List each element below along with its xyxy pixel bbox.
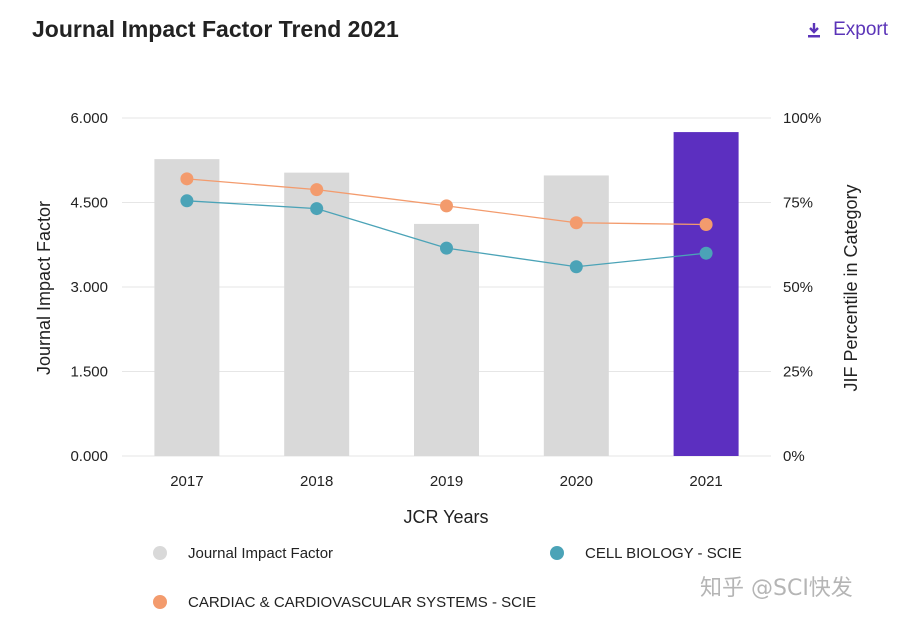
right-axis-ticks: 0% 25% 50% 75% 100% [783,110,821,465]
series-point[interactable] [440,199,453,213]
x-tick-label: 2021 [689,473,722,490]
left-tick-label: 1.500 [70,364,108,381]
right-tick-label: 50% [783,279,813,296]
right-axis-title: JIF Percentile in Category [841,184,861,391]
right-tick-label: 100% [783,110,821,127]
right-tick-label: 75% [783,195,813,212]
left-tick-label: 3.000 [70,279,108,296]
left-tick-label: 4.500 [70,195,108,212]
legend-marker [550,546,564,560]
series-point[interactable] [310,183,324,197]
download-icon [808,23,821,38]
export-label: Export [833,19,888,40]
left-axis-ticks: 0.000 1.500 3.000 4.500 6.000 [70,110,108,465]
bar-series [154,132,739,457]
x-tick-label: 2017 [170,473,203,490]
chart-legend: Journal Impact Factor CELL BIOLOGY - SCIE… [153,545,742,611]
legend-marker [153,546,167,560]
line-series [180,172,713,274]
x-tick-label: 2020 [560,473,593,490]
x-tick-label: 2018 [300,473,333,490]
chart-title: Journal Impact Factor Trend 2021 [32,16,399,42]
left-tick-label: 0.000 [70,448,108,465]
legend-label[interactable]: CELL BIOLOGY - SCIE [585,545,742,562]
right-tick-label: 25% [783,364,813,381]
series-point[interactable] [569,216,583,230]
left-axis-title: Journal Impact Factor [34,201,54,375]
x-axis-title: JCR Years [403,507,488,527]
legend-label[interactable]: CARDIAC & CARDIOVASCULAR SYSTEMS - SCIE [188,594,536,611]
series-point[interactable] [569,260,583,274]
legend-label[interactable]: Journal Impact Factor [188,545,333,562]
legend-marker [153,595,167,609]
series-point[interactable] [310,202,324,216]
bar-2017[interactable] [154,159,220,456]
bar-2019[interactable] [414,223,479,456]
series-point[interactable] [699,246,713,260]
x-axis-ticks: 2017 2018 2019 2020 2021 [170,473,723,490]
series-point[interactable] [440,241,453,255]
series-point[interactable] [180,172,194,186]
watermark: 知乎 @SCI快发 [700,576,853,601]
series-point[interactable] [180,194,194,208]
right-tick-label: 0% [783,448,805,465]
left-tick-label: 6.000 [70,110,108,127]
export-button[interactable]: Export [807,19,888,41]
series-point[interactable] [699,217,713,231]
x-tick-label: 2019 [430,473,463,490]
bar-2018[interactable] [284,172,350,457]
bar-2021[interactable] [673,132,739,457]
